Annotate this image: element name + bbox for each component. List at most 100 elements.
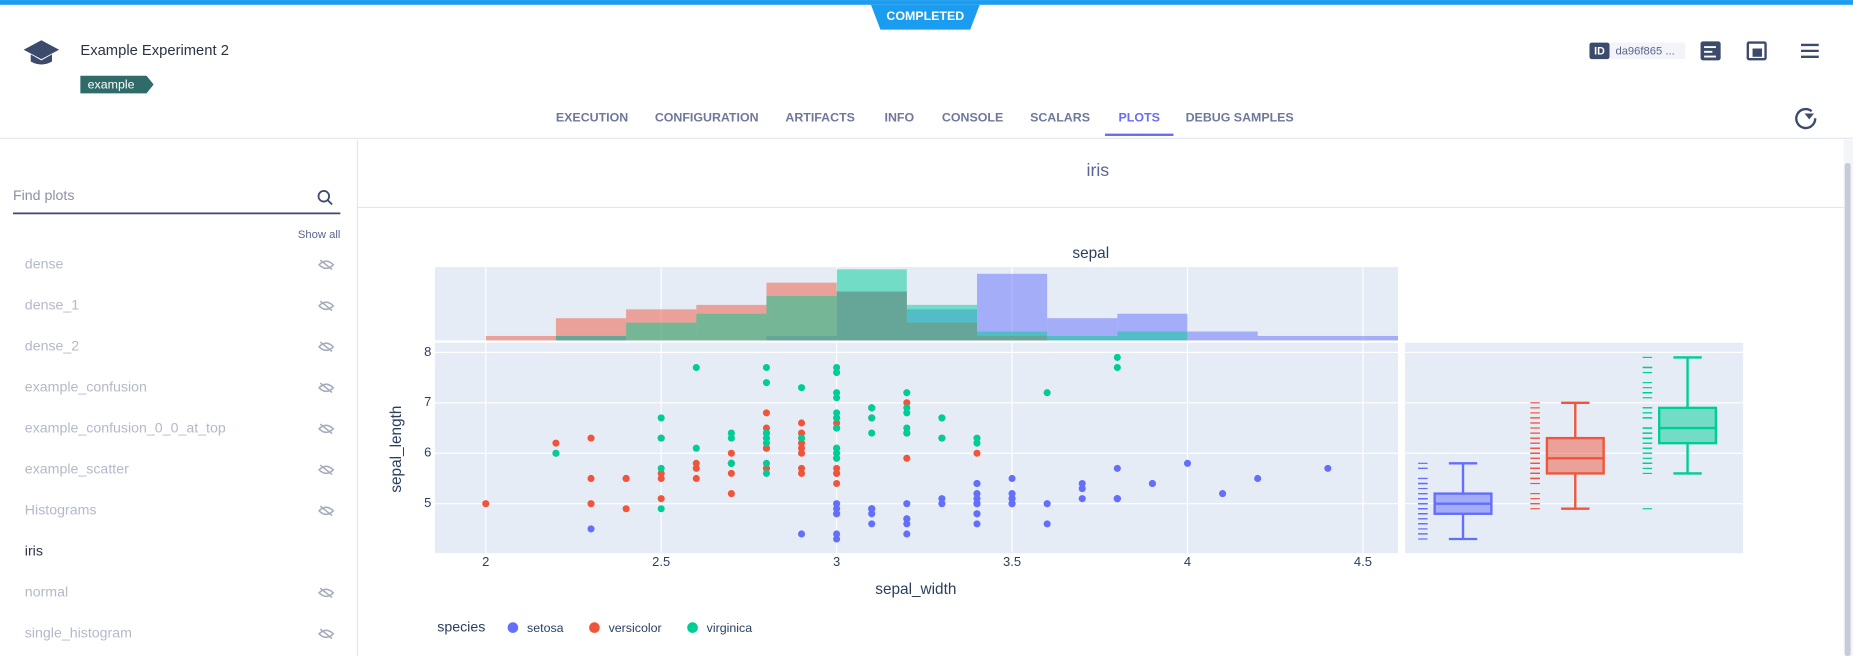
scatter-point [762, 379, 771, 387]
legend-marker[interactable] [589, 622, 600, 633]
tab[interactable]: INFO [885, 111, 915, 125]
histogram-bar [766, 296, 837, 341]
y-tick-label: 5 [424, 495, 431, 510]
scatter-point [657, 434, 665, 442]
id-value: da96f865 ... [1615, 45, 1674, 57]
scatter-point [798, 469, 806, 477]
scatter-point [903, 399, 911, 407]
scatter-point [868, 429, 876, 437]
hide-icon[interactable] [317, 587, 335, 599]
histogram-bar [836, 269, 907, 341]
sidebar [0, 139, 357, 656]
slash [319, 382, 333, 394]
scatter-point [973, 500, 981, 508]
plot-item[interactable]: example_confusion [25, 380, 147, 396]
plot-item[interactable]: example_confusion_0_0_at_top [25, 421, 226, 437]
scatter-point [938, 500, 946, 508]
tab[interactable]: CONSOLE [942, 111, 1003, 125]
scatter-point [657, 414, 665, 422]
scatter-point [903, 454, 911, 462]
scatter-point [798, 439, 806, 447]
hide-icon[interactable] [317, 259, 335, 271]
plot-item[interactable]: dense [25, 257, 64, 273]
id-label: ID [1594, 45, 1605, 57]
scatter-point [762, 439, 771, 447]
tab[interactable]: DEBUG SAMPLES [1186, 111, 1294, 125]
scatter-point [1008, 490, 1016, 498]
tab[interactable]: PLOTS [1119, 111, 1160, 125]
legend-label[interactable]: versicolor [609, 621, 662, 635]
scatter-point [1008, 500, 1016, 508]
scatter-point [833, 419, 841, 427]
histogram-bar [1257, 335, 1328, 341]
search-icon[interactable] [317, 190, 333, 206]
scatter-point [727, 434, 735, 442]
scatter-point [798, 530, 806, 538]
slash [319, 259, 333, 271]
hide-icon[interactable] [317, 382, 335, 394]
scatter-point [798, 419, 806, 427]
scrollbar-thumb[interactable] [1844, 163, 1851, 656]
scatter-point [587, 525, 595, 533]
tab[interactable]: EXECUTION [556, 111, 628, 125]
legend-marker[interactable] [687, 622, 698, 633]
scatter-point [938, 495, 946, 503]
hide-icon[interactable] [317, 300, 335, 312]
refresh-icon[interactable] [1795, 107, 1817, 130]
menu-icon[interactable] [1801, 43, 1819, 58]
scatter-point [657, 464, 665, 472]
scatter-point [692, 363, 700, 372]
plot-item[interactable]: dense_2 [25, 339, 79, 355]
plot-item[interactable]: dense_1 [25, 298, 79, 314]
hide-icon[interactable] [317, 505, 335, 517]
plot-item[interactable]: single_histogram [25, 626, 132, 642]
scatter-point [762, 459, 771, 467]
hide-icon[interactable] [317, 464, 335, 476]
search-input[interactable]: Find plots [13, 188, 74, 204]
info-icon[interactable] [1700, 41, 1721, 61]
tab[interactable]: CONFIGURATION [655, 111, 759, 125]
scatter-point [903, 429, 911, 437]
scatter-point [868, 510, 876, 518]
scatter-point [833, 535, 841, 543]
scatter-point [798, 429, 806, 437]
tabs: EXECUTION CONFIGURATION ARTIFACTS INFO CONSO… [556, 111, 1294, 136]
plot-item[interactable]: normal [25, 585, 68, 601]
y-tick-label: 8 [424, 344, 431, 359]
x-tick-label: 4 [1184, 554, 1191, 569]
layout-icon[interactable] [1746, 41, 1767, 61]
id-badge [1589, 42, 1610, 60]
panel-title: iris [1087, 160, 1110, 180]
tab[interactable]: ARTIFACTS [785, 111, 855, 125]
scatter-point [868, 404, 876, 412]
scatter-point [727, 429, 735, 437]
scatter-point [833, 409, 841, 417]
plot-item[interactable]: Histograms [25, 503, 97, 519]
show-all[interactable]: Show all [298, 229, 340, 241]
plot-item[interactable]: example_scatter [25, 462, 129, 478]
scatter-point [1219, 490, 1227, 498]
scatter-point [973, 490, 981, 498]
hide-icon[interactable] [317, 628, 335, 640]
legend-marker[interactable] [507, 622, 519, 633]
hide-icon[interactable] [317, 423, 335, 435]
scatter-point [657, 469, 665, 477]
plot-item[interactable]: iris [25, 544, 43, 560]
scatter-point [833, 444, 841, 452]
legend-label[interactable]: virginica [707, 621, 753, 635]
slash [319, 423, 333, 435]
tag[interactable] [80, 75, 154, 94]
scatter-point [587, 500, 595, 508]
scatter-point [833, 464, 841, 472]
x-axis-label: sepal_width [875, 581, 956, 598]
scatter-point [1043, 500, 1051, 508]
chart: sepal 2 2.5 3 3.5 4 4.5 5 6 7 8 sepal_width sepal_le… [388, 245, 1744, 635]
scatter-point [798, 449, 806, 457]
experiment-title: Example Experiment 2 [80, 43, 229, 59]
tab[interactable]: SCALARS [1030, 111, 1090, 125]
scatter-point [1324, 464, 1332, 472]
hide-icon[interactable] [317, 341, 335, 353]
scatter-point [657, 505, 665, 513]
legend-label[interactable]: setosa [527, 621, 564, 635]
id-box[interactable] [1609, 42, 1686, 60]
